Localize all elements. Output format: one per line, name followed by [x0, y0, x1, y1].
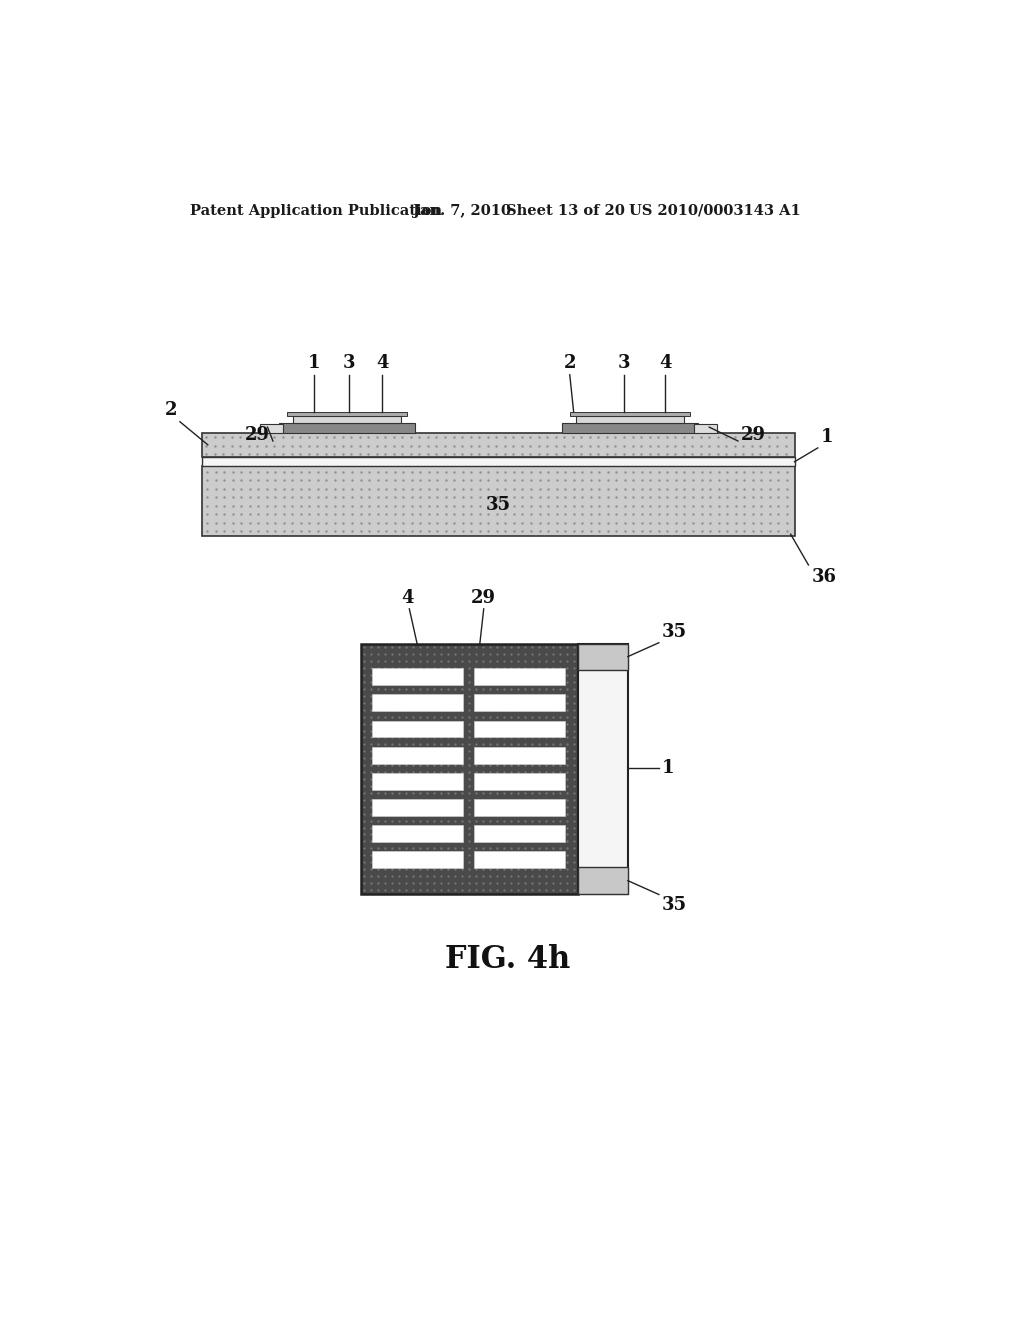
Text: 1: 1 [308, 354, 321, 372]
Bar [372, 747, 463, 763]
Bar [202, 433, 795, 457]
Bar [260, 424, 283, 433]
Bar [372, 774, 463, 789]
Bar [575, 416, 684, 422]
Text: 36: 36 [812, 568, 837, 586]
Bar [372, 668, 463, 685]
Bar [280, 422, 415, 433]
Bar [360, 644, 578, 894]
Text: 4: 4 [658, 354, 672, 372]
Bar [569, 412, 690, 416]
Bar [474, 721, 565, 738]
Bar [372, 799, 463, 816]
Bar [474, 851, 565, 869]
Text: US 2010/0003143 A1: US 2010/0003143 A1 [629, 203, 801, 218]
Text: 29: 29 [245, 426, 270, 444]
Text: 2: 2 [164, 401, 177, 420]
Bar [474, 668, 565, 685]
Text: 29: 29 [471, 589, 497, 607]
Text: 2: 2 [563, 354, 575, 372]
Bar [202, 457, 795, 466]
Text: 35: 35 [662, 896, 687, 913]
Bar [372, 694, 463, 711]
Text: 35: 35 [485, 495, 511, 513]
Text: Jan. 7, 2010: Jan. 7, 2010 [414, 203, 511, 218]
Bar [578, 644, 628, 894]
Bar [474, 825, 565, 842]
Text: 4: 4 [401, 589, 414, 607]
Text: FIG. 4h: FIG. 4h [445, 944, 570, 974]
Bar [474, 747, 565, 763]
Bar [693, 424, 717, 433]
Text: Patent Application Publication: Patent Application Publication [190, 203, 442, 218]
Bar [474, 694, 565, 711]
Bar [202, 466, 795, 536]
Bar [474, 799, 565, 816]
Bar [562, 422, 697, 433]
Text: 1: 1 [662, 759, 675, 777]
Text: 29: 29 [741, 426, 766, 444]
Bar [578, 867, 628, 894]
Bar [287, 412, 407, 416]
Bar [372, 825, 463, 842]
Bar [578, 644, 628, 671]
Text: 3: 3 [343, 354, 355, 372]
Text: 35: 35 [662, 623, 687, 642]
Text: Sheet 13 of 20: Sheet 13 of 20 [506, 203, 625, 218]
Bar [474, 774, 565, 789]
Text: 3: 3 [617, 354, 630, 372]
Bar [372, 851, 463, 869]
Bar [372, 721, 463, 738]
Text: 1: 1 [821, 429, 834, 446]
Bar [293, 416, 400, 422]
Text: 4: 4 [376, 354, 388, 372]
